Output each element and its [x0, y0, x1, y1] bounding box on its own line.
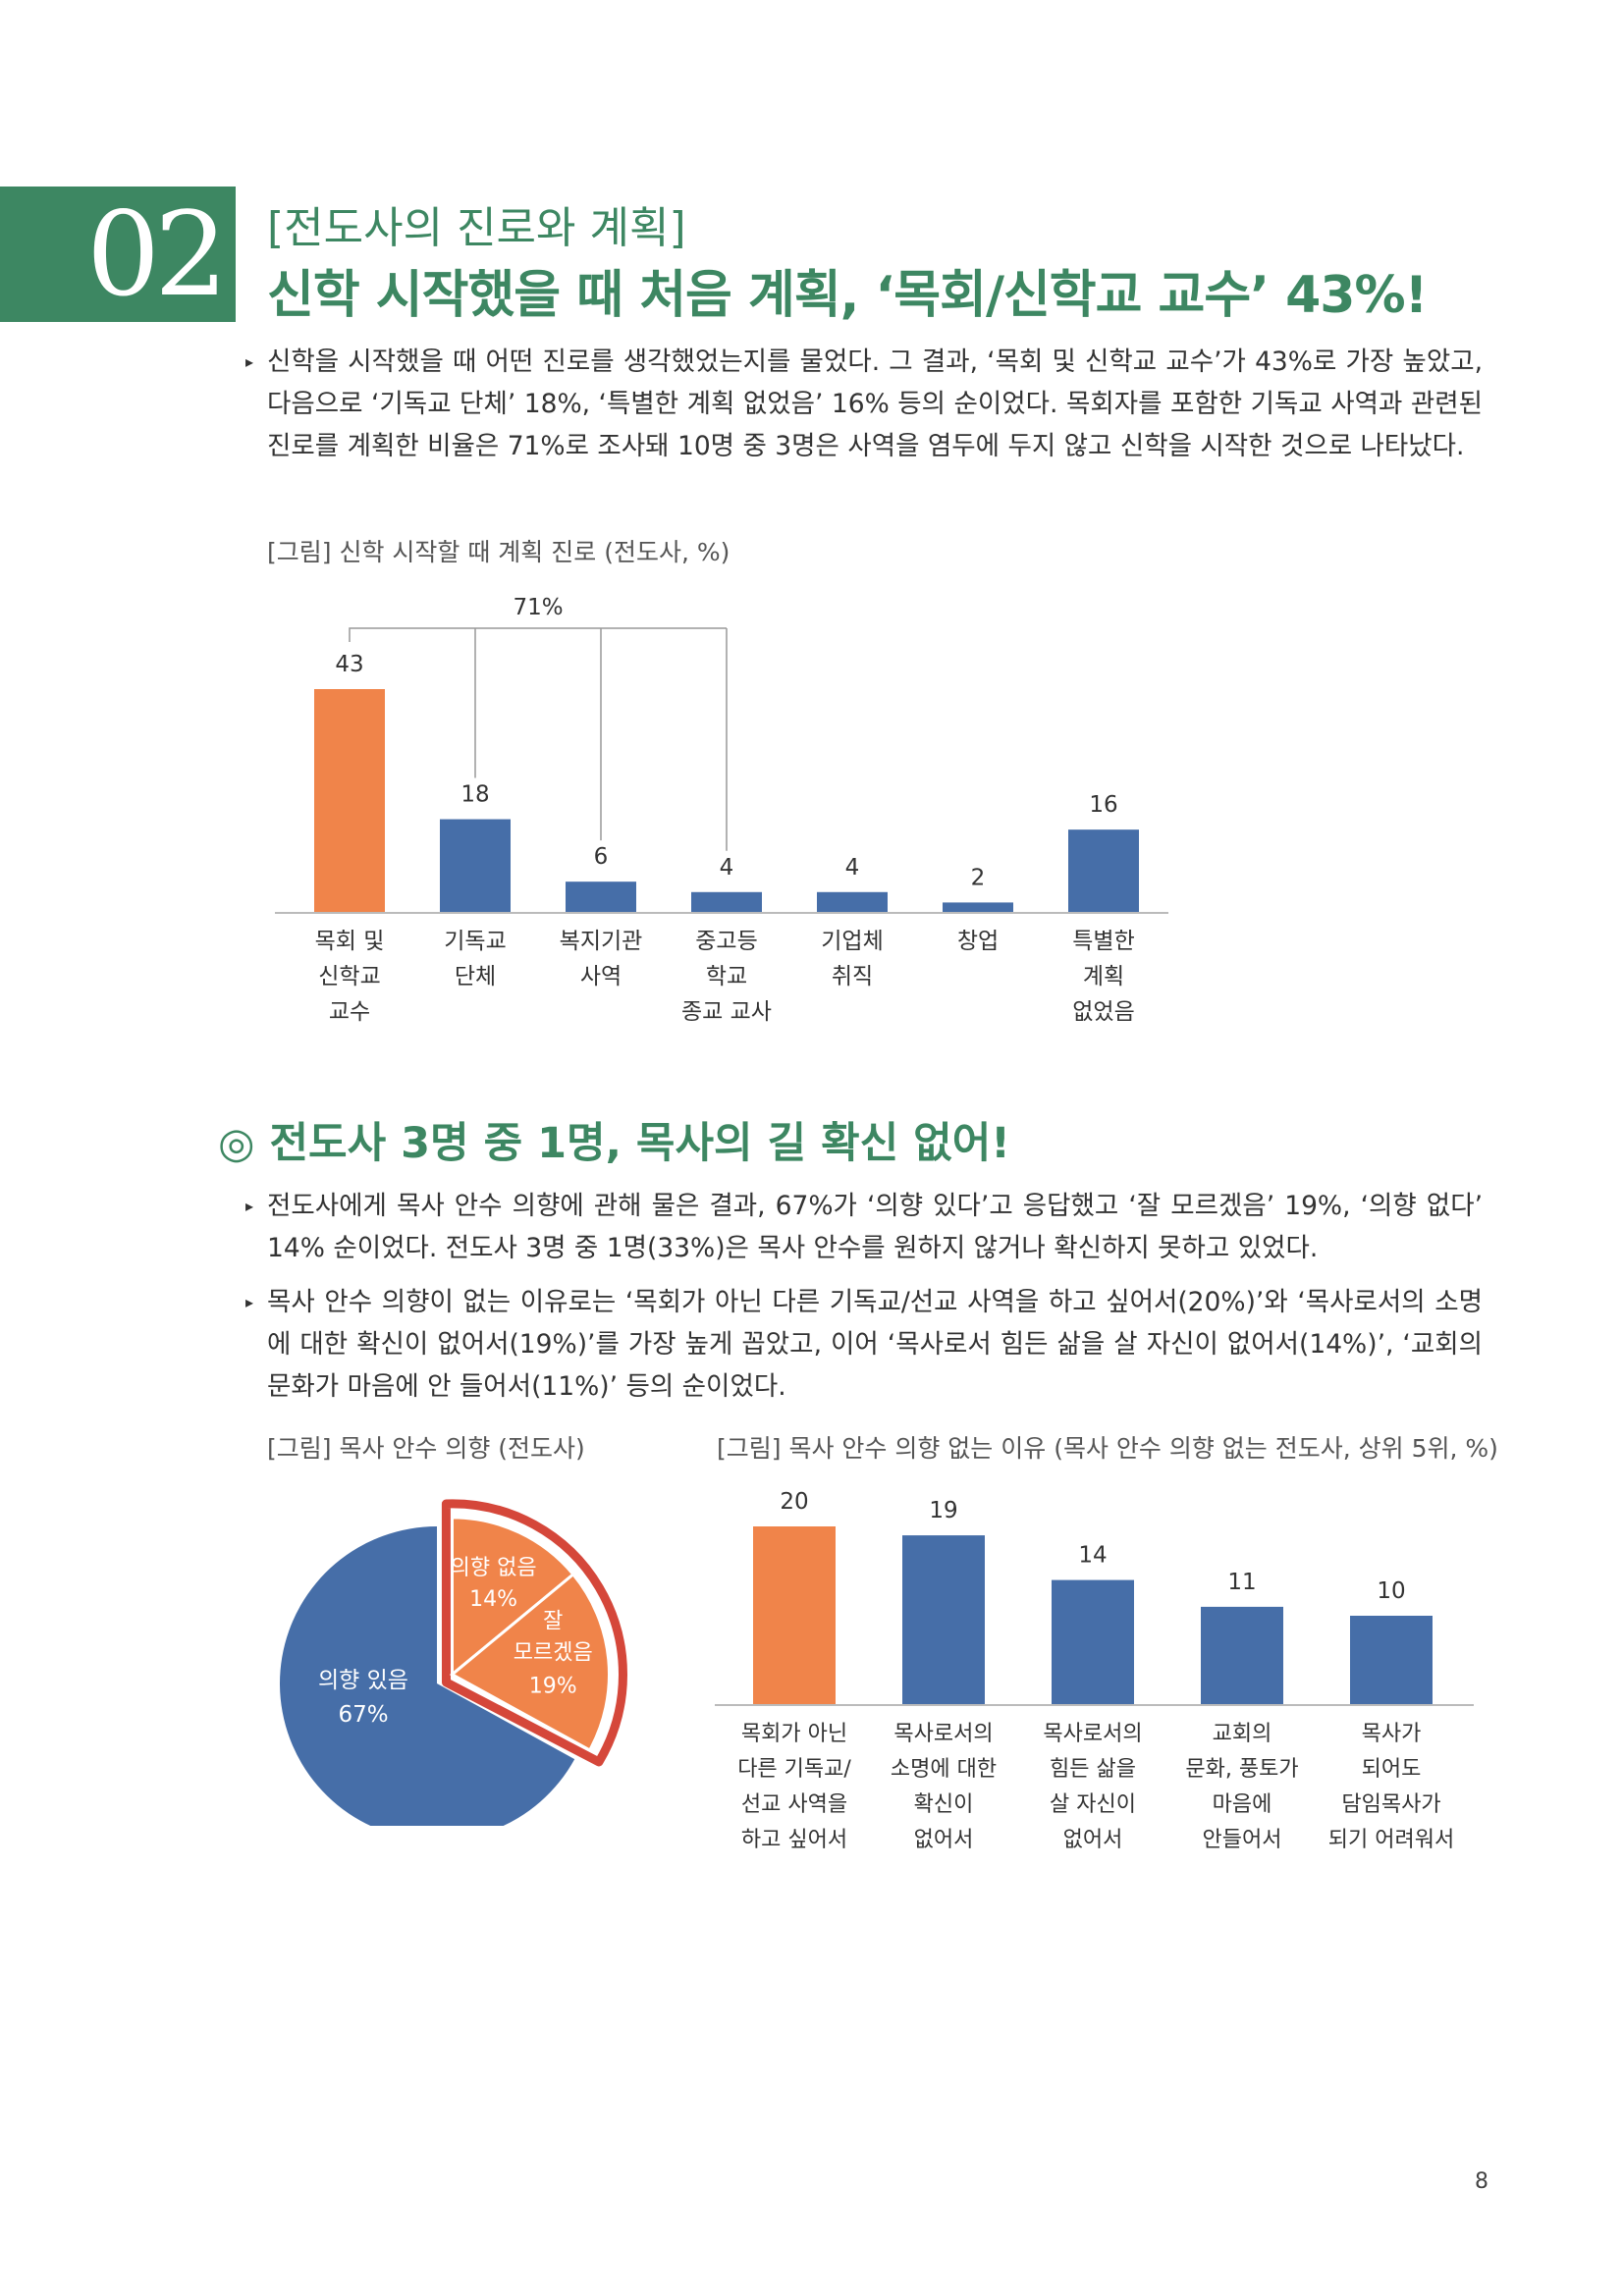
- pie-label-unsure: 모르겠음: [514, 1641, 593, 1666]
- chart1-category-label-1: 단체: [455, 964, 496, 989]
- chart3-category-label-1: 확신이: [914, 1792, 974, 1817]
- chart3-category-label-2: 목사로서의: [1043, 1722, 1142, 1746]
- pie-slice-unsure: [449, 1572, 611, 1752]
- chart3-category-label-3: 마음에: [1213, 1792, 1272, 1817]
- chart1-category-label-1: 기독교: [444, 929, 506, 954]
- chart1-value-label-3: 4: [720, 855, 734, 881]
- chart1-category-label-4: 취직: [832, 964, 873, 989]
- chart3-bar-0: [753, 1526, 836, 1705]
- chart1-category-label-2: 복지기관: [560, 929, 643, 954]
- chart1-bracket-label: 71%: [513, 595, 563, 620]
- chart3-bar-3: [1201, 1606, 1283, 1705]
- chart3-value-label-2: 14: [1078, 1543, 1107, 1569]
- chart1-bar-1: [440, 819, 511, 913]
- chart3-category-label-2: 힘든 삶을: [1050, 1757, 1136, 1782]
- chart3-category-label-2: 살 자신이: [1050, 1792, 1136, 1817]
- chart3-category-label-1: 목사로서의: [893, 1722, 993, 1746]
- chart3-category-label-0: 선교 사역을: [741, 1792, 847, 1817]
- chart3-category-label-3: 문화, 풍토가: [1185, 1757, 1298, 1782]
- chart3-category-label-3: 안들어서: [1203, 1828, 1282, 1852]
- chart1-category-label-6: 특별한: [1072, 929, 1134, 954]
- pie-pct-no: 14%: [469, 1587, 517, 1612]
- paragraph-2: ▸ 전도사에게 목사 안수 의향에 관해 물은 결과, 67%가 ‘의향 있다’…: [245, 1185, 1483, 1269]
- chart1-value-label-0: 43: [335, 652, 363, 677]
- chart3-value-label-0: 20: [780, 1489, 808, 1515]
- chart1-bar-3: [691, 891, 762, 913]
- chart3-category-label-4: 되어도: [1362, 1757, 1422, 1782]
- paragraph-1: ▸ 신학을 시작했을 때 어떤 진로를 생각했었는지를 물었다. 그 결과, ‘…: [245, 341, 1483, 467]
- chart1-category-label-6: 계획: [1083, 964, 1124, 989]
- chart1-category-label-6: 없었음: [1072, 999, 1134, 1025]
- chart1-category-label-0: 신학교: [318, 964, 380, 989]
- chart3-category-label-1: 없어서: [914, 1828, 974, 1852]
- chart1-bar-4: [817, 891, 888, 913]
- chart3-category-label-0: 하고 싶어서: [741, 1828, 847, 1852]
- chart3-category-label-0: 목회가 아닌: [741, 1722, 847, 1746]
- pie-label-unsure: 잘: [543, 1610, 563, 1634]
- chart3-category-label-0: 다른 기독교/: [737, 1757, 851, 1782]
- chart1-category-label-3: 중고등: [695, 929, 757, 954]
- pie-slice-yes: [280, 1526, 575, 1826]
- pie-pct-yes: 67%: [338, 1702, 388, 1728]
- chart1-category-label-2: 사역: [580, 964, 622, 989]
- chart1-category-label-0: 교수: [329, 999, 370, 1025]
- bullet-icon: ▸: [245, 352, 254, 371]
- chart3-value-label-3: 11: [1227, 1570, 1256, 1595]
- chart1-bracket: [349, 627, 727, 642]
- chart1-bar-2: [566, 881, 636, 913]
- chart3-category-label-2: 없어서: [1063, 1828, 1123, 1852]
- chart1-category-label-0: 목회 및: [315, 929, 385, 954]
- chart3-category-label-4: 담임목사가: [1341, 1792, 1440, 1817]
- chart1-category-label-3: 학교: [706, 964, 747, 989]
- section-number: 02: [86, 187, 228, 322]
- chart3-category-label-4: 되기 어려워서: [1328, 1828, 1454, 1852]
- sub-headline: ◎ 전도사 3명 중 1명, 목사의 길 확신 없어!: [218, 1119, 1010, 1168]
- chart3-category-label-4: 목사가: [1362, 1722, 1422, 1746]
- chart1-value-label-6: 16: [1089, 792, 1117, 818]
- chart1-category-label-4: 기업체: [821, 929, 883, 954]
- chart3-category-label-3: 교회의: [1213, 1722, 1272, 1746]
- paragraph-3-text: 목사 안수 의향이 없는 이유로는 ‘목회가 아닌 다른 기독교/선교 사역을 …: [267, 1287, 1483, 1402]
- bullet-icon: ▸: [245, 1197, 254, 1215]
- chart-1-caption: [그림] 신학 시작할 때 계획 진로 (전도사, %): [267, 538, 730, 566]
- chart1-bar-6: [1068, 829, 1139, 913]
- chart1-value-label-4: 4: [845, 855, 860, 881]
- pie-slice-no: [450, 1516, 575, 1679]
- bullet-icon: ▸: [245, 1293, 254, 1311]
- chart-3-caption: [그림] 목사 안수 의향 없는 이유 (목사 안수 의향 없는 전도사, 상위…: [717, 1434, 1498, 1463]
- paragraph-3: ▸ 목사 안수 의향이 없는 이유로는 ‘목회가 아닌 다른 기독교/선교 사역…: [245, 1281, 1483, 1408]
- chart1-bar-0: [314, 689, 385, 913]
- headline: 신학 시작했을 때 처음 계획, ‘목회/신학교 교수’ 43%!: [267, 266, 1428, 325]
- chart3-value-label-4: 10: [1377, 1578, 1405, 1604]
- chart3-value-label-1: 19: [929, 1498, 957, 1523]
- section-label: [전도사의 진로와 계획]: [267, 203, 686, 253]
- chart1-category-label-5: 창업: [957, 929, 999, 954]
- chart3-category-label-1: 소명에 대한: [891, 1757, 997, 1782]
- section-number-box: 02: [0, 187, 236, 322]
- paragraph-2-text: 전도사에게 목사 안수 의향에 관해 물은 결과, 67%가 ‘의향 있다’고 …: [267, 1191, 1483, 1263]
- page-number: 8: [1475, 2169, 1488, 2194]
- chart-2-caption: [그림] 목사 안수 의향 (전도사): [267, 1434, 585, 1463]
- chart1-category-label-3: 종교 교사: [681, 999, 772, 1025]
- chart3-bar-4: [1350, 1616, 1433, 1705]
- chart3-bar-1: [902, 1535, 985, 1705]
- chart3-bar-2: [1052, 1579, 1134, 1705]
- pie-label-no: 의향 없음: [451, 1556, 537, 1580]
- chart1-value-label-2: 6: [594, 844, 609, 870]
- pie-label-yes: 의향 있음: [318, 1668, 408, 1693]
- chart1-bar-5: [943, 902, 1013, 913]
- chart1-value-label-1: 18: [460, 782, 489, 808]
- chart1-value-label-5: 2: [971, 865, 986, 890]
- paragraph-1-text: 신학을 시작했을 때 어떤 진로를 생각했었는지를 물었다. 그 결과, ‘목회…: [267, 347, 1483, 461]
- pie-pct-unsure: 19%: [529, 1675, 577, 1699]
